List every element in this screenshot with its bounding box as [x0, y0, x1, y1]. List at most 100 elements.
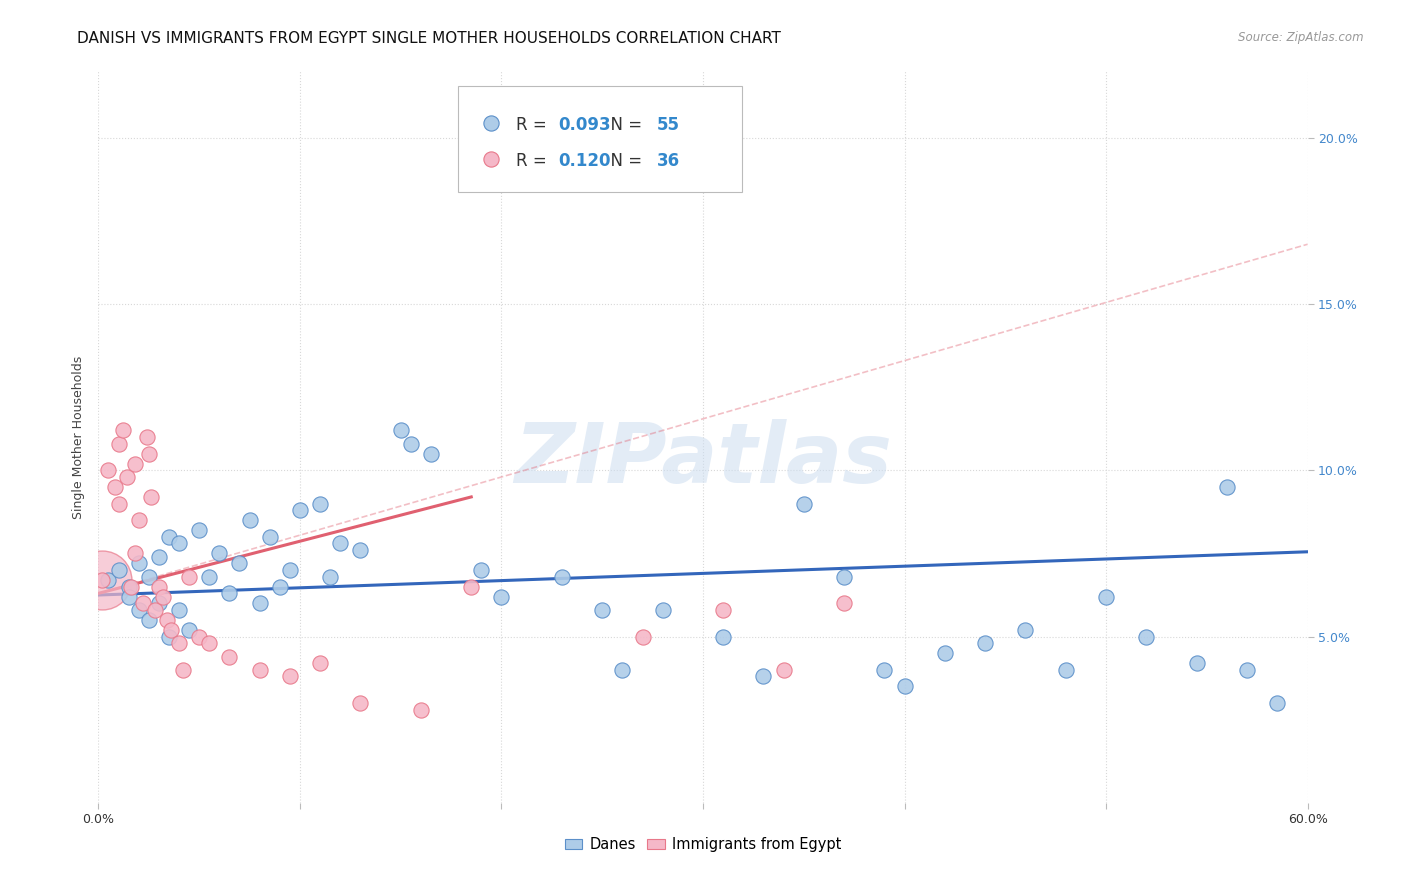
Point [160, 623, 183, 637]
Point [1267, 696, 1289, 710]
Point [591, 603, 613, 617]
Point [1185, 656, 1208, 670]
Point [143, 603, 166, 617]
Point [612, 663, 634, 677]
Point [148, 580, 170, 594]
Point [138, 570, 160, 584]
Point [138, 613, 160, 627]
Point [198, 570, 221, 584]
Point [107, 436, 129, 450]
Point [349, 543, 371, 558]
Point [551, 570, 574, 584]
Point [132, 596, 155, 610]
Point [1054, 663, 1077, 677]
Point [873, 663, 896, 677]
Point [772, 663, 794, 677]
Text: 55: 55 [657, 116, 681, 134]
Point [278, 669, 301, 683]
Point [107, 563, 129, 577]
Legend: Danes, Immigrants from Egypt: Danes, Immigrants from Egypt [558, 831, 848, 858]
Point [172, 663, 194, 677]
Point [124, 546, 146, 560]
Point [97, 573, 120, 587]
Point [138, 447, 160, 461]
Point [893, 680, 915, 694]
Text: N =: N = [600, 153, 648, 170]
Point [793, 497, 815, 511]
Text: R =: R = [516, 153, 551, 170]
Point [460, 580, 482, 594]
Point [974, 636, 997, 650]
Point [107, 497, 129, 511]
Point [319, 570, 342, 584]
Point [249, 663, 271, 677]
Point [115, 470, 138, 484]
Point [934, 646, 956, 660]
Point [111, 424, 134, 438]
Text: DANISH VS IMMIGRANTS FROM EGYPT SINGLE MOTHER HOUSEHOLDS CORRELATION CHART: DANISH VS IMMIGRANTS FROM EGYPT SINGLE M… [77, 31, 782, 46]
Point [228, 557, 250, 571]
Text: N =: N = [600, 116, 648, 134]
Point [420, 447, 443, 461]
Point [179, 570, 201, 584]
Point [349, 696, 371, 710]
Point [148, 549, 170, 564]
Point [124, 457, 146, 471]
Point [288, 503, 311, 517]
Point [1216, 480, 1239, 494]
Y-axis label: Single Mother Households: Single Mother Households [72, 355, 86, 519]
Point [239, 513, 262, 527]
Point [128, 557, 150, 571]
Point [409, 703, 432, 717]
Point [188, 630, 211, 644]
Point [167, 536, 190, 550]
Point [118, 580, 141, 594]
Point [278, 563, 301, 577]
Point [399, 436, 422, 450]
Point [309, 656, 332, 670]
Point [157, 630, 180, 644]
Point [128, 513, 150, 527]
Point [218, 586, 240, 600]
Text: R =: R = [516, 116, 551, 134]
Point [269, 580, 291, 594]
Point [249, 596, 271, 610]
Point [91, 573, 114, 587]
Point [152, 590, 174, 604]
Point [711, 603, 734, 617]
Point [157, 530, 180, 544]
Point [1135, 630, 1157, 644]
Point [118, 590, 141, 604]
Point [651, 603, 673, 617]
Point [135, 430, 157, 444]
Point [208, 546, 231, 560]
Point [148, 596, 170, 610]
Text: 0.120: 0.120 [558, 153, 610, 170]
Text: ZIPatlas: ZIPatlas [515, 418, 891, 500]
Point [389, 424, 412, 438]
Point [1236, 663, 1258, 677]
Point [120, 580, 142, 594]
Point [520, 144, 543, 158]
FancyBboxPatch shape [457, 86, 742, 192]
Point [631, 630, 654, 644]
Point [139, 490, 162, 504]
Point [329, 536, 352, 550]
Text: 0.093: 0.093 [558, 116, 610, 134]
Point [832, 596, 855, 610]
Point [218, 649, 240, 664]
Point [470, 563, 492, 577]
Point [103, 480, 125, 494]
Point [259, 530, 281, 544]
Point [752, 669, 775, 683]
Point [91, 573, 114, 587]
Point [156, 613, 179, 627]
Point [97, 463, 120, 477]
Point [1095, 590, 1118, 604]
Point [167, 603, 190, 617]
Point [167, 636, 190, 650]
Text: Source: ZipAtlas.com: Source: ZipAtlas.com [1239, 31, 1364, 45]
Text: 36: 36 [657, 153, 681, 170]
Point [711, 630, 734, 644]
Point [198, 636, 221, 650]
